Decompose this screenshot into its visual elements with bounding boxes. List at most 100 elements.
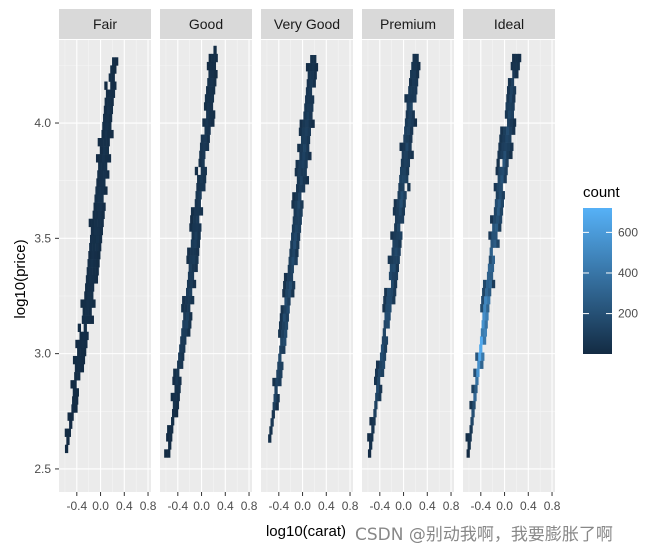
bin [404,118,409,127]
bin [72,355,77,365]
bin [498,142,502,151]
bin [98,234,103,244]
bin [391,271,396,281]
bin [409,102,413,111]
bin [92,234,97,244]
bin [187,247,191,256]
bin [73,380,77,389]
legend-title: count [583,184,621,201]
bin [299,208,303,217]
x-tick-label: 0.0 [92,499,109,513]
bin [402,199,406,208]
bin [90,259,94,268]
bin [209,61,214,71]
bin [510,118,514,127]
bin [202,150,206,160]
bin [498,166,502,176]
bin [191,263,195,273]
bin [276,369,280,379]
bin [192,223,196,232]
bin [74,404,78,413]
x-tick-label: 0.0 [193,499,210,513]
bin [298,216,302,225]
bin [493,207,498,216]
bin [290,264,294,274]
bin [108,113,113,123]
bin [413,94,417,103]
bin [196,247,200,256]
bin [199,142,204,151]
bin [198,158,202,168]
bin [496,182,500,192]
bin [64,444,69,454]
bin [384,336,389,345]
bin [112,57,116,66]
bin [515,53,519,63]
bin [186,279,191,289]
bin [95,242,99,252]
bin [209,110,213,119]
bin [380,368,385,377]
bin [199,150,203,160]
bin [203,134,207,143]
bin [207,126,211,135]
bin [397,215,402,224]
bin [93,226,98,236]
bin [382,352,387,361]
bin [281,329,285,338]
bin [406,102,410,111]
bin [310,103,314,112]
bin [106,170,110,179]
bin [400,191,404,200]
bin [507,78,512,87]
bin [81,339,85,349]
bin [204,94,209,103]
bin [374,368,379,377]
bin [407,150,411,160]
bin [292,192,296,201]
bin [379,352,384,361]
bin [200,166,204,176]
bin [374,376,378,386]
bin [209,102,214,111]
bin [106,138,110,147]
x-tick-label: 0.4 [419,499,436,513]
bin [490,215,494,224]
bin [172,376,176,386]
bin [298,127,303,136]
bin [110,65,114,74]
bin [495,223,499,232]
bin [74,364,79,373]
bin [510,110,514,119]
bin [296,208,300,217]
bin [92,210,96,220]
bin [467,441,471,450]
bin [92,242,96,252]
bin [515,69,519,79]
bin [496,158,500,168]
bin [99,178,103,187]
bin [185,295,189,305]
bin [405,174,409,184]
bin [195,191,199,200]
bin [194,166,199,176]
bin [291,224,296,233]
bin [392,295,396,305]
bin [488,287,492,297]
bin [404,126,408,135]
bin [309,111,313,120]
bin [305,95,309,104]
bin [291,232,295,241]
bin [67,428,71,437]
bin [313,54,317,64]
bin [81,315,86,324]
bin [199,182,203,192]
bin [179,344,183,353]
bin [197,199,201,208]
bin [95,186,99,195]
bin [269,426,273,435]
bin [187,271,192,281]
bin [482,336,487,345]
bin [212,110,216,119]
bin [278,377,282,387]
